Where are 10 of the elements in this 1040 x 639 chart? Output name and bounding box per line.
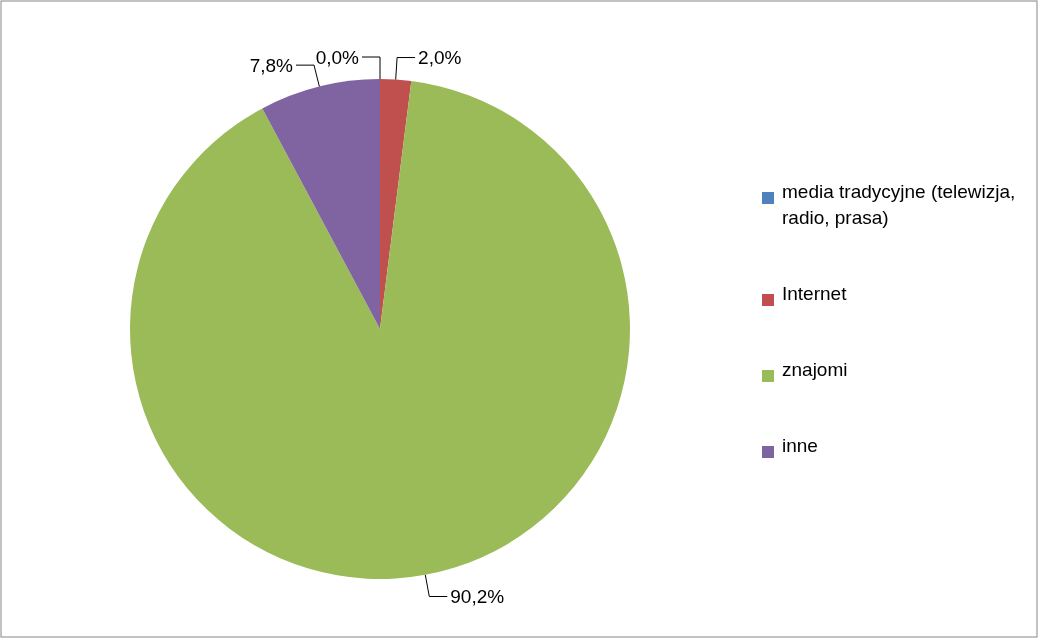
legend-label: znajomi: [782, 359, 848, 380]
data-label: 7,8%: [249, 54, 294, 76]
pie-slice: [130, 80, 630, 579]
legend-label: Internet: [782, 283, 848, 304]
text: 0,0%: [315, 46, 359, 68]
legend-label: media tradycyjne (telewizja, radio, prasa): [782, 181, 1016, 228]
legend-label: inne: [782, 435, 818, 456]
data-label: 2,0%: [418, 47, 462, 69]
pie-slice: [262, 79, 380, 329]
data-label: 90,2%: [450, 586, 505, 608]
